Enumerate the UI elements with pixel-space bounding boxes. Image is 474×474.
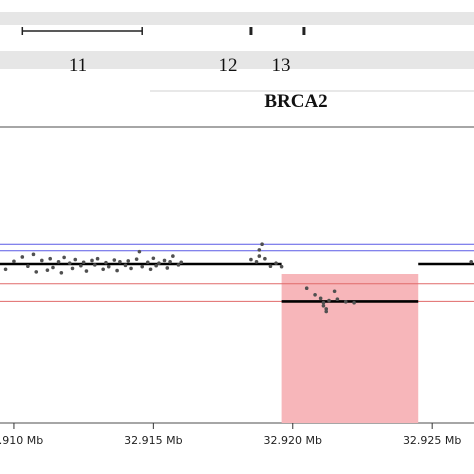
x-tick-label-3: 32.925 Mb [403,434,461,447]
exon-marks [21,27,306,35]
data-point-15 [73,257,78,262]
exon-mark-12 [249,27,253,35]
data-point-44 [179,260,184,265]
data-point-26 [115,268,119,273]
data-point-63 [335,297,340,302]
data-point-40 [165,266,170,270]
data-point-30 [129,266,133,271]
data-point-62 [332,289,337,294]
data-point-42 [171,254,175,258]
x-tick-label-1: 32.915 Mb [124,434,182,447]
data-point-14 [70,266,75,271]
data-point-2 [20,255,25,259]
data-point-50 [263,256,267,261]
data-point-43 [176,263,181,267]
data-point-24 [106,264,111,269]
data-point-28 [123,263,128,268]
gene-name-label: BRCA2 [264,91,327,112]
deletion-region [281,274,419,423]
data-point-9 [51,265,55,270]
data-point-36 [151,256,156,261]
data-point-18 [84,269,89,273]
data-point-60 [324,309,329,314]
data-point-55 [313,293,317,297]
data-point-37 [154,263,158,268]
data-point-61 [327,298,331,303]
data-point-53 [279,264,284,269]
data-points [3,242,474,314]
data-point-21 [95,256,100,261]
data-point-22 [101,267,105,272]
x-axis: 32.910 Mb 32.915 Mb 32.920 Mb 32.925 Mb [0,423,461,447]
data-point-65 [352,300,356,305]
data-point-31 [134,257,139,261]
data-point-45 [249,257,253,262]
x-tick-label-0: 32.910 Mb [0,434,43,447]
data-point-17 [81,260,86,265]
data-point-49 [260,242,264,246]
exon-label-11: 11 [69,55,87,76]
data-point-27 [118,260,122,264]
data-point-16 [79,263,83,268]
highlight-layer [281,274,419,423]
gene-track-panel: 11 12 13 BRCA2 [0,12,474,112]
data-point-66 [469,260,474,264]
data-point-5 [34,270,39,274]
data-point-47 [257,254,262,258]
data-point-57 [321,300,326,305]
data-point-59 [324,307,329,311]
data-point-7 [45,268,50,272]
data-point-41 [168,260,172,264]
data-point-58 [321,304,326,308]
data-point-11 [59,271,64,275]
data-point-13 [67,261,72,265]
data-point-10 [56,260,61,264]
data-point-51 [268,264,273,269]
exon-label-13: 13 [272,55,291,76]
track-band-top [0,12,474,25]
data-point-12 [62,255,66,260]
data-point-0 [3,267,8,272]
data-point-34 [145,260,150,265]
copy-number-plot [0,242,474,423]
data-point-64 [343,300,348,304]
exon-label-12: 12 [219,55,238,76]
data-point-54 [304,286,309,291]
data-point-29 [126,259,131,263]
exon-mark-13 [302,27,306,35]
data-point-52 [274,261,278,265]
segment-lines [0,262,474,303]
data-point-56 [318,296,323,301]
data-point-33 [140,264,144,269]
x-tick-label-2: 32.920 Mb [264,434,322,447]
data-point-19 [90,258,94,263]
track-band-middle [0,51,474,69]
data-point-6 [40,258,44,263]
data-point-39 [162,258,167,263]
data-point-8 [48,256,52,261]
data-point-46 [254,260,259,264]
data-point-20 [93,263,97,267]
data-point-35 [148,267,153,272]
data-point-32 [137,249,142,254]
data-point-4 [31,252,36,257]
data-point-23 [104,260,108,265]
data-point-1 [12,259,16,264]
data-point-25 [112,258,117,262]
data-point-3 [26,264,30,269]
data-point-38 [157,261,161,265]
data-point-48 [257,248,262,252]
